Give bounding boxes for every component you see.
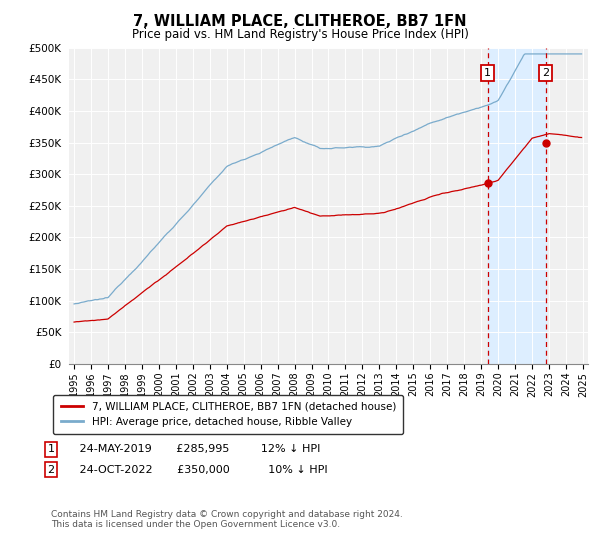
Legend: 7, WILLIAM PLACE, CLITHEROE, BB7 1FN (detached house), HPI: Average price, detac: 7, WILLIAM PLACE, CLITHEROE, BB7 1FN (de… bbox=[53, 394, 403, 435]
Text: Price paid vs. HM Land Registry's House Price Index (HPI): Price paid vs. HM Land Registry's House … bbox=[131, 28, 469, 41]
Text: 2: 2 bbox=[47, 465, 55, 475]
Text: Contains HM Land Registry data © Crown copyright and database right 2024.
This d: Contains HM Land Registry data © Crown c… bbox=[51, 510, 403, 529]
Text: 24-OCT-2022       £350,000           10% ↓ HPI: 24-OCT-2022 £350,000 10% ↓ HPI bbox=[69, 465, 328, 475]
Text: 7, WILLIAM PLACE, CLITHEROE, BB7 1FN: 7, WILLIAM PLACE, CLITHEROE, BB7 1FN bbox=[133, 14, 467, 29]
Text: 24-MAY-2019       £285,995         12% ↓ HPI: 24-MAY-2019 £285,995 12% ↓ HPI bbox=[69, 444, 320, 454]
Text: 2: 2 bbox=[542, 68, 549, 78]
Text: 1: 1 bbox=[484, 68, 491, 78]
Text: 1: 1 bbox=[47, 444, 55, 454]
Bar bbox=[488, 48, 545, 364]
